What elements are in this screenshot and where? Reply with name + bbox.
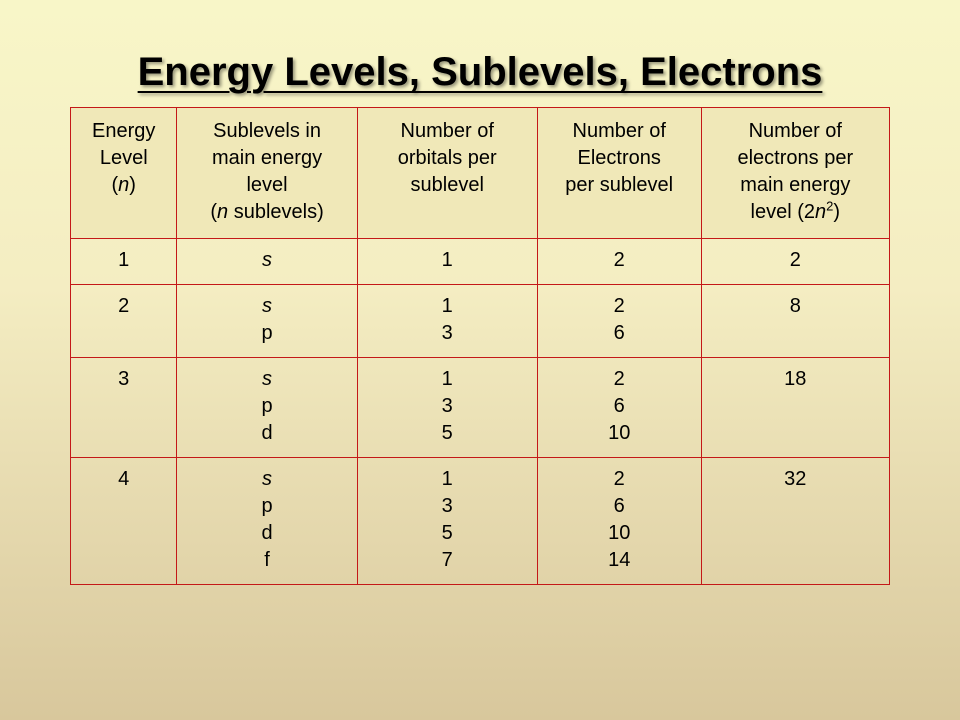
orbital-value: 5 (442, 522, 453, 544)
cell-electrons: 2 (537, 239, 701, 285)
cell-sublevels: s p (177, 285, 357, 358)
header-text: level (246, 174, 287, 196)
table-header-row: Energy Level (n) Sublevels in main energ… (71, 108, 890, 239)
cell-electrons: 2 6 10 14 (537, 458, 701, 585)
electron-value: 2 (614, 468, 625, 490)
electron-value: 10 (608, 422, 630, 444)
page-title: Energy Levels, Sublevels, Electrons (0, 0, 960, 97)
header-text: Number of (573, 120, 666, 142)
header-energy-level: Energy Level (n) (71, 108, 177, 239)
cell-orbitals: 1 3 5 (357, 358, 537, 458)
electron-value: 2 (614, 368, 625, 390)
header-text: Sublevels in (213, 120, 321, 142)
sublevel-s: s (262, 295, 272, 317)
electron-value: 6 (614, 322, 625, 344)
sublevel-p: p (261, 395, 272, 417)
cell-electrons: 2 6 10 (537, 358, 701, 458)
sublevel-d: d (261, 522, 272, 544)
cell-electrons: 2 6 (537, 285, 701, 358)
header-text: sublevels) (228, 201, 324, 223)
cell-sublevels: s p d (177, 358, 357, 458)
header-text: electrons per (737, 147, 853, 169)
electron-value: 2 (614, 295, 625, 317)
sublevel-d: d (261, 422, 272, 444)
electron-value: 10 (608, 522, 630, 544)
header-text: per sublevel (565, 174, 673, 196)
header-text: orbitals per (398, 147, 497, 169)
header-n: n (217, 201, 228, 223)
header-text: ( (210, 201, 217, 223)
header-orbitals: Number of orbitals per sublevel (357, 108, 537, 239)
cell-total: 18 (701, 358, 889, 458)
header-text: main energy (212, 147, 322, 169)
header-text: Number of (749, 120, 842, 142)
sublevel-s: s (262, 368, 272, 390)
orbital-value: 3 (442, 495, 453, 517)
header-n: n (118, 174, 129, 196)
orbital-value: 1 (442, 368, 453, 390)
cell-n: 1 (71, 239, 177, 285)
electron-value: 6 (614, 395, 625, 417)
table-container: Energy Level (n) Sublevels in main energ… (70, 107, 890, 585)
orbital-value: 3 (442, 395, 453, 417)
table-row: 1 s 1 2 2 (71, 239, 890, 285)
header-text: sublevel (411, 174, 484, 196)
energy-levels-table: Energy Level (n) Sublevels in main energ… (70, 107, 890, 585)
sublevel-p: p (261, 495, 272, 517)
header-text: level (2 (751, 201, 815, 223)
cell-orbitals: 1 3 (357, 285, 537, 358)
cell-n: 4 (71, 458, 177, 585)
header-text: ) (129, 174, 136, 196)
orbital-value: 1 (442, 295, 453, 317)
cell-n: 2 (71, 285, 177, 358)
header-n: n (815, 201, 826, 223)
cell-total: 2 (701, 239, 889, 285)
cell-n: 3 (71, 358, 177, 458)
electron-value: 6 (614, 495, 625, 517)
cell-orbitals: 1 3 5 7 (357, 458, 537, 585)
cell-orbitals: 1 (357, 239, 537, 285)
cell-total: 8 (701, 285, 889, 358)
header-text: Energy (92, 120, 155, 142)
header-text: Level (100, 147, 148, 169)
cell-total: 32 (701, 458, 889, 585)
sublevel-s: s (262, 249, 272, 271)
sublevel-p: p (261, 322, 272, 344)
sublevel-f: f (264, 549, 270, 571)
table-row: 3 s p d 1 3 5 2 6 10 (71, 358, 890, 458)
header-electrons-total: Number of electrons per main energy leve… (701, 108, 889, 239)
orbital-value: 3 (442, 322, 453, 344)
header-text: ) (833, 201, 840, 223)
header-sublevels: Sublevels in main energy level (n sublev… (177, 108, 357, 239)
cell-sublevels: s (177, 239, 357, 285)
header-electrons-sublevel: Number of Electrons per sublevel (537, 108, 701, 239)
header-text: main energy (740, 174, 850, 196)
cell-sublevels: s p d f (177, 458, 357, 585)
electron-value: 14 (608, 549, 630, 571)
header-text: Electrons (578, 147, 661, 169)
sublevel-s: s (262, 468, 272, 490)
header-text: Number of (401, 120, 494, 142)
orbital-value: 5 (442, 422, 453, 444)
table-row: 4 s p d f 1 3 5 7 2 (71, 458, 890, 585)
orbital-value: 1 (442, 468, 453, 490)
orbital-value: 7 (442, 549, 453, 571)
table-row: 2 s p 1 3 2 6 8 (71, 285, 890, 358)
